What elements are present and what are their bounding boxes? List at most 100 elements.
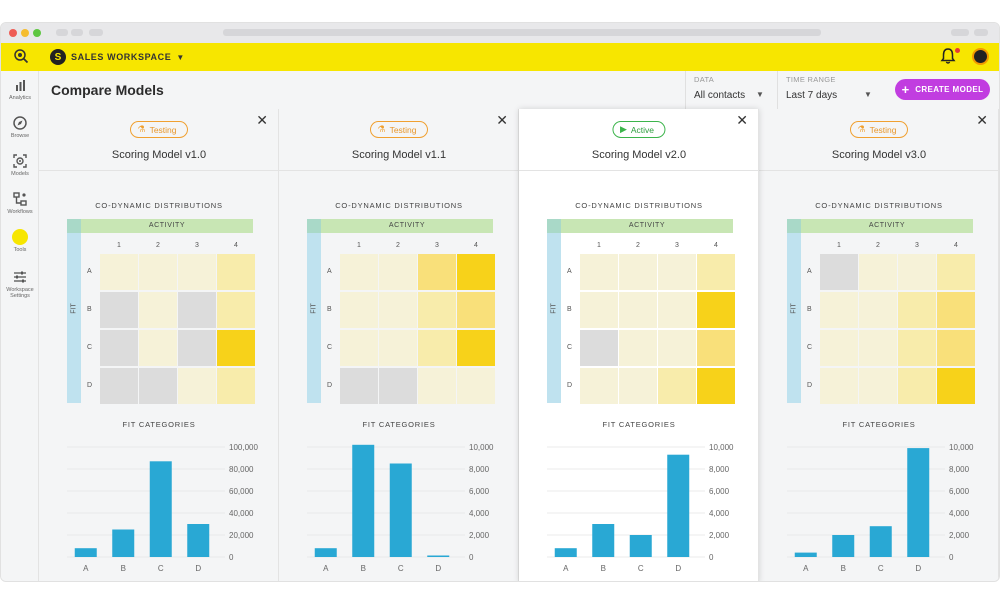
sidebar-item-analytics[interactable]: Analytics <box>1 77 39 113</box>
matrix-cell[interactable] <box>898 292 936 328</box>
chart-bar[interactable] <box>389 463 412 558</box>
matrix-cell[interactable] <box>820 254 858 290</box>
close-icon[interactable]: ✕ <box>496 112 508 128</box>
chart-bar[interactable] <box>907 448 930 557</box>
avatar[interactable] <box>972 48 989 65</box>
matrix-cell[interactable] <box>859 292 897 328</box>
matrix-cell[interactable] <box>100 368 138 404</box>
matrix-cell[interactable] <box>139 254 177 290</box>
address-bar[interactable] <box>223 29 821 36</box>
matrix-cell[interactable] <box>859 368 897 404</box>
matrix-cell[interactable] <box>937 292 975 328</box>
matrix-cell[interactable] <box>457 368 495 404</box>
maximize-window-icon[interactable] <box>33 29 41 37</box>
matrix-cell[interactable] <box>100 254 138 290</box>
matrix-cell[interactable] <box>217 368 255 404</box>
matrix-cell[interactable] <box>100 330 138 366</box>
matrix-cell[interactable] <box>697 292 735 328</box>
matrix-cell[interactable] <box>139 330 177 366</box>
workspace-switcher[interactable]: S SALES WORKSPACE ▼ <box>50 48 184 66</box>
sidebar-item-tools[interactable]: Tools <box>1 229 39 265</box>
app-logo-icon[interactable] <box>13 48 29 64</box>
chart-bar[interactable] <box>794 552 817 557</box>
chart-bar[interactable] <box>832 535 855 557</box>
minimize-window-icon[interactable] <box>21 29 29 37</box>
matrix-cell[interactable] <box>658 368 696 404</box>
data-filter-select[interactable]: DATA All contacts ▼ <box>685 71 777 109</box>
sidebar-item-workflows[interactable]: Workflows <box>1 191 39 227</box>
matrix-cell[interactable] <box>340 368 378 404</box>
matrix-cell[interactable] <box>100 292 138 328</box>
matrix-cell[interactable] <box>340 254 378 290</box>
forward-icon[interactable] <box>71 29 83 36</box>
close-icon[interactable]: ✕ <box>736 112 748 128</box>
matrix-cell[interactable] <box>898 368 936 404</box>
chart-bar[interactable] <box>869 526 892 557</box>
matrix-cell[interactable] <box>379 368 417 404</box>
bell-icon[interactable] <box>939 47 957 65</box>
matrix-cell[interactable] <box>457 330 495 366</box>
matrix-cell[interactable] <box>619 292 657 328</box>
matrix-cell[interactable] <box>139 292 177 328</box>
matrix-cell[interactable] <box>619 330 657 366</box>
matrix-cell[interactable] <box>658 330 696 366</box>
tabs-icon[interactable] <box>974 29 988 36</box>
time-range-select[interactable]: TIME RANGE Last 7 days ▼ <box>777 71 883 109</box>
matrix-cell[interactable] <box>937 330 975 366</box>
matrix-cell[interactable] <box>697 330 735 366</box>
matrix-cell[interactable] <box>178 254 216 290</box>
matrix-cell[interactable] <box>580 254 618 290</box>
sidebar-item-models[interactable]: Models <box>1 153 39 189</box>
matrix-cell[interactable] <box>457 292 495 328</box>
chart-bar[interactable] <box>427 555 450 558</box>
matrix-cell[interactable] <box>340 330 378 366</box>
matrix-cell[interactable] <box>139 368 177 404</box>
matrix-cell[interactable] <box>580 368 618 404</box>
matrix-cell[interactable] <box>820 330 858 366</box>
reload-icon[interactable] <box>89 29 103 36</box>
matrix-cell[interactable] <box>457 254 495 290</box>
matrix-cell[interactable] <box>619 368 657 404</box>
matrix-cell[interactable] <box>697 368 735 404</box>
matrix-cell[interactable] <box>379 330 417 366</box>
matrix-cell[interactable] <box>217 254 255 290</box>
chart-bar[interactable] <box>187 524 210 557</box>
chart-bar[interactable] <box>149 461 172 557</box>
chart-bar[interactable] <box>74 548 97 557</box>
matrix-cell[interactable] <box>820 292 858 328</box>
matrix-cell[interactable] <box>859 330 897 366</box>
matrix-cell[interactable] <box>379 292 417 328</box>
matrix-cell[interactable] <box>379 254 417 290</box>
chart-bar[interactable] <box>667 454 690 557</box>
matrix-cell[interactable] <box>217 292 255 328</box>
matrix-cell[interactable] <box>898 254 936 290</box>
close-window-icon[interactable] <box>9 29 17 37</box>
close-icon[interactable]: ✕ <box>976 112 988 128</box>
share-icon[interactable] <box>951 29 969 36</box>
chart-bar[interactable] <box>314 548 337 557</box>
matrix-cell[interactable] <box>178 292 216 328</box>
matrix-cell[interactable] <box>418 292 456 328</box>
matrix-cell[interactable] <box>697 254 735 290</box>
matrix-cell[interactable] <box>178 368 216 404</box>
matrix-cell[interactable] <box>217 330 255 366</box>
matrix-cell[interactable] <box>898 330 936 366</box>
matrix-cell[interactable] <box>418 330 456 366</box>
matrix-cell[interactable] <box>658 254 696 290</box>
matrix-cell[interactable] <box>178 330 216 366</box>
chart-bar[interactable] <box>352 444 375 557</box>
matrix-cell[interactable] <box>658 292 696 328</box>
matrix-cell[interactable] <box>937 254 975 290</box>
chart-bar[interactable] <box>112 529 135 558</box>
matrix-cell[interactable] <box>580 330 618 366</box>
matrix-cell[interactable] <box>619 254 657 290</box>
close-icon[interactable]: ✕ <box>256 112 268 128</box>
matrix-cell[interactable] <box>859 254 897 290</box>
matrix-cell[interactable] <box>340 292 378 328</box>
back-icon[interactable] <box>56 29 68 36</box>
matrix-cell[interactable] <box>820 368 858 404</box>
chart-bar[interactable] <box>629 535 652 557</box>
chart-bar[interactable] <box>554 548 577 557</box>
chart-bar[interactable] <box>592 524 615 557</box>
matrix-cell[interactable] <box>418 254 456 290</box>
